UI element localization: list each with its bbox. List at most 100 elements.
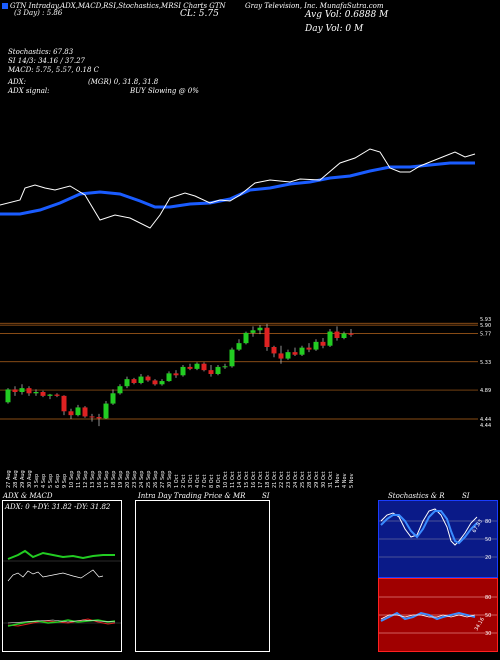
date-label: 9 Sep xyxy=(62,474,68,488)
candle-body xyxy=(166,373,172,382)
adx-values: (MGR) 0, 31.8, 31.8 xyxy=(88,78,159,86)
candle-body xyxy=(68,411,74,416)
candle-body xyxy=(110,393,116,404)
candle-body xyxy=(236,343,242,350)
candle-body xyxy=(194,363,200,369)
candlestick-chart: 5.935.90 5.77 5.33 4.89 4.444.44 27 Aug 28 Aug… xyxy=(0,317,491,488)
candle-body xyxy=(215,366,221,374)
candle-body xyxy=(292,352,298,355)
stoch-panel-title: Stochastics & R xyxy=(388,492,445,500)
candle-body xyxy=(257,327,263,331)
candle-body xyxy=(47,394,53,396)
date-label: 10 Sep xyxy=(69,471,75,488)
adx-label: ADX: xyxy=(8,78,27,86)
candle-body xyxy=(320,341,326,346)
stochastics-panel: 80 50 20 67.83 xyxy=(378,500,498,578)
date-label: 30 Aug xyxy=(27,470,33,488)
candle-body xyxy=(250,330,256,333)
date-label: 12 Sep xyxy=(83,471,89,488)
date-label: 29 Aug xyxy=(20,470,26,488)
candle-body xyxy=(313,341,319,350)
date-label: 4 Oct xyxy=(195,475,201,488)
avg-volume: Avg Vol: 0.6888 M xyxy=(305,10,389,20)
date-label: 30 Sep xyxy=(167,471,173,488)
date-label: 25 Oct xyxy=(300,471,306,488)
page-links[interactable]: GTN Intraday,ADX,MACD,RSI,Stochastics,MR… xyxy=(2,2,226,10)
intraday-panel-title-si: SI xyxy=(262,492,270,500)
date-label: 15 Oct xyxy=(244,471,250,488)
adx-panel-title: ADX & MACD xyxy=(3,492,53,500)
candle-body xyxy=(40,392,46,396)
candle-body xyxy=(222,366,228,368)
candle-body xyxy=(19,388,25,392)
date-label: 5 Nov xyxy=(349,473,355,488)
date-label: 10 Oct xyxy=(223,471,229,488)
price-level-label: 5.33 xyxy=(480,360,491,366)
rsi-current-value: 34.16 xyxy=(474,617,486,632)
price-level-label: 5.90 xyxy=(480,323,491,329)
stoch-label-80: 80 xyxy=(485,519,491,525)
candle-body xyxy=(285,352,291,359)
date-label: 29 Oct xyxy=(314,471,320,488)
date-label: 21 Oct xyxy=(272,471,278,488)
candle-body xyxy=(96,417,102,419)
stoch-panel-title-si: SI xyxy=(462,492,470,500)
candle-body xyxy=(229,349,235,367)
date-label: (3 Day) : 5.86 xyxy=(14,9,63,17)
date-label: 24 Oct xyxy=(293,471,299,488)
candle-body xyxy=(180,366,186,376)
candle-body xyxy=(348,333,354,335)
candle-body xyxy=(89,416,95,418)
candle-body xyxy=(341,333,347,338)
candle-body xyxy=(138,376,144,383)
candle-body xyxy=(306,347,312,350)
price-level-label: 5.77 xyxy=(480,332,491,338)
candle-body xyxy=(33,392,39,394)
candle-body xyxy=(117,386,123,394)
candle-body xyxy=(299,347,305,355)
date-label: 4 Nov xyxy=(342,473,348,488)
close-label: CL: 5.75 xyxy=(180,9,219,19)
price-level-label: 5.93 xyxy=(480,317,491,323)
date-label: 17 Oct xyxy=(258,471,264,488)
date-label: 30 Oct xyxy=(321,471,327,488)
candle-body xyxy=(173,373,179,376)
date-label: 3 Sep xyxy=(34,474,40,488)
candle-body xyxy=(271,347,277,354)
price-level-label: 4.44 xyxy=(480,417,491,423)
rsi-label-80: 80 xyxy=(485,595,491,601)
date-label: 18 Oct xyxy=(265,471,271,488)
date-label: 28 Aug xyxy=(13,470,19,488)
candle-body xyxy=(103,403,109,419)
stochastics-value: Stochastics: 67.83 xyxy=(8,48,74,56)
date-label: 31 Oct xyxy=(328,471,334,488)
date-label: 19 Sep xyxy=(118,471,124,488)
candle-body xyxy=(278,353,284,359)
candle-body xyxy=(159,381,165,385)
macd-value: MACD: 5.75, 5.57, 0.18 C xyxy=(8,66,100,74)
chart-icon xyxy=(2,3,8,9)
date-label: 5 Sep xyxy=(48,474,54,488)
date-label: 26 Sep xyxy=(153,471,159,488)
candle-body xyxy=(152,380,158,385)
price-level-label: 4.44 xyxy=(480,423,491,429)
candle-body xyxy=(26,388,32,394)
day-volume: Day Vol: 0 M xyxy=(305,24,364,34)
candle-body xyxy=(5,389,11,403)
candle-body xyxy=(187,366,193,369)
candle-body xyxy=(131,379,137,383)
candle-body xyxy=(264,327,270,347)
price-line xyxy=(0,148,476,229)
date-label: 1 Nov xyxy=(335,473,341,488)
price-line-chart xyxy=(0,148,476,229)
ma-line xyxy=(0,161,475,216)
adx-signal-label: ADX signal: xyxy=(8,87,50,95)
date-label: 28 Oct xyxy=(307,471,313,488)
date-label: 25 Sep xyxy=(146,471,152,488)
date-label: 2 Oct xyxy=(181,475,187,488)
date-label: 4 Sep xyxy=(41,474,47,488)
date-label: 23 Oct xyxy=(286,471,292,488)
candle-body xyxy=(243,332,249,344)
date-label: 23 Sep xyxy=(132,471,138,488)
candle-body xyxy=(61,395,67,412)
